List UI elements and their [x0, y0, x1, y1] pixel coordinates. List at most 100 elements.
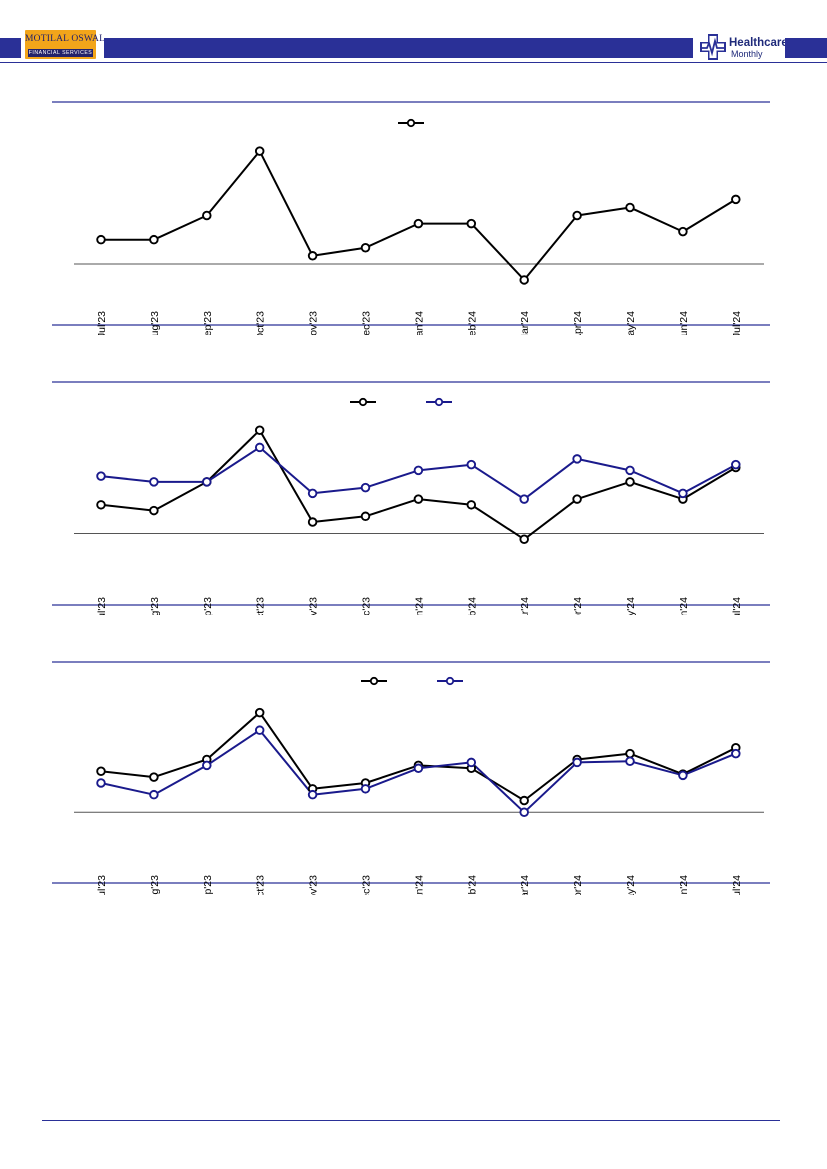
data-point [678, 770, 688, 781]
data-point [678, 226, 688, 237]
data-point [519, 494, 529, 504]
data-point [360, 511, 371, 522]
footer-rule [42, 1120, 780, 1121]
x-tick-label: May'24 [625, 311, 637, 335]
data-point [731, 459, 741, 470]
x-tick-label: Jan'24 [413, 875, 425, 895]
series-line [100, 711, 737, 802]
data-point [307, 789, 318, 800]
x-tick-label: Apr'24 [572, 311, 584, 335]
data-point [572, 210, 582, 221]
x-tick-label: Jul'23 [96, 311, 108, 335]
x-tick-label: Aug'23 [149, 597, 161, 615]
x-tick-label: Jan'24 [413, 311, 425, 335]
data-point [466, 500, 477, 510]
data-point [307, 517, 318, 527]
data-point [572, 454, 582, 464]
x-tick-label: Dec'23 [361, 597, 373, 615]
data-point [307, 488, 318, 499]
data-point [413, 218, 424, 229]
x-tick-label: Nov'23 [308, 311, 320, 335]
data-point [149, 477, 159, 487]
page-header: MOTILAL OSWAL FINANCIAL SERVICES Healthc… [0, 0, 827, 70]
x-tick-label: Jul'23 [96, 875, 108, 895]
x-tick-label: Oct'23 [255, 311, 267, 335]
brand-title: Healthcare [729, 37, 788, 49]
x-tick-label: Mar'24 [519, 597, 531, 615]
data-point [149, 772, 159, 782]
data-point [96, 471, 106, 481]
x-tick-label: Dec'23 [361, 875, 373, 895]
header-bar-left [0, 38, 21, 58]
legend-point-marker [358, 397, 368, 407]
data-point [96, 766, 106, 776]
legend-point-marker [445, 676, 455, 686]
data-point [519, 275, 529, 285]
data-point [625, 756, 635, 767]
x-tick-label: Nov'23 [308, 875, 320, 895]
header-rule [0, 62, 827, 63]
x-tick-label: Feb'24 [466, 311, 478, 335]
x-tick-label: Sep'23 [202, 875, 214, 895]
data-point [572, 757, 582, 768]
data-point [202, 210, 212, 221]
x-tick-label: Feb'24 [466, 875, 478, 895]
data-point [731, 748, 741, 759]
x-tick-label: Jun'24 [678, 875, 690, 895]
data-point [254, 725, 265, 735]
header-bar-main [104, 38, 693, 58]
x-tick-label: Aug'23 [149, 311, 161, 335]
company-logo: MOTILAL OSWAL FINANCIAL SERVICES [25, 30, 106, 59]
data-point [202, 477, 212, 487]
legend-point-marker [406, 118, 416, 128]
data-point [625, 202, 635, 213]
x-tick-label: Apr'24 [572, 597, 584, 615]
data-point [96, 778, 106, 788]
line-chart-3: Jul'23 Aug'23 Sep'23 Oct'23 Nov'23 Dec'23 Jan'… [52, 661, 770, 895]
data-point [413, 465, 424, 476]
series-line [100, 429, 737, 541]
data-point [96, 234, 106, 245]
x-tick-label: May'24 [625, 597, 637, 615]
x-tick-label: Jul'24 [731, 875, 743, 895]
data-point [360, 784, 371, 794]
data-point [360, 242, 371, 253]
data-point [254, 425, 265, 435]
data-point [254, 146, 265, 156]
x-tick-label: Jan'24 [413, 597, 425, 615]
line-chart-2: Jul'23 Aug'23 Sep'23 Oct'23 Nov'23 Dec'23 Jan'… [52, 381, 770, 615]
x-tick-label: Feb'24 [466, 597, 478, 615]
x-tick-label: Oct'23 [255, 597, 267, 615]
data-point [466, 757, 477, 768]
x-tick-label: Mar'24 [519, 311, 531, 335]
x-tick-label: Sep'23 [202, 597, 214, 615]
x-tick-label: Aug'23 [149, 875, 161, 895]
logo-subtitle: FINANCIAL SERVICES [28, 49, 93, 57]
x-tick-label: Apr'24 [572, 875, 584, 895]
x-tick-label: Jun'24 [678, 311, 690, 335]
header-bar-right [785, 38, 827, 58]
data-point [625, 477, 635, 487]
x-tick-label: Jul'23 [96, 597, 108, 615]
x-tick-label: Sep'23 [202, 311, 214, 335]
data-point [731, 194, 741, 205]
data-point [519, 795, 529, 806]
brand-subtitle: Monthly [731, 49, 763, 59]
data-point [625, 465, 635, 476]
data-point [307, 251, 318, 261]
x-tick-label: May'24 [625, 875, 637, 895]
data-point [149, 505, 159, 516]
data-point [413, 494, 424, 504]
data-point [413, 763, 424, 774]
legend-point-marker [434, 397, 444, 407]
data-point [149, 789, 159, 800]
x-tick-label: Oct'23 [255, 875, 267, 895]
data-point [625, 748, 635, 759]
data-point [519, 807, 529, 818]
x-tick-label: Mar'24 [519, 875, 531, 895]
logo-name: MOTILAL OSWAL [25, 34, 106, 44]
series-line [101, 150, 737, 281]
data-point [678, 488, 688, 499]
x-tick-label: Dec'23 [361, 311, 373, 335]
data-point [149, 234, 159, 245]
